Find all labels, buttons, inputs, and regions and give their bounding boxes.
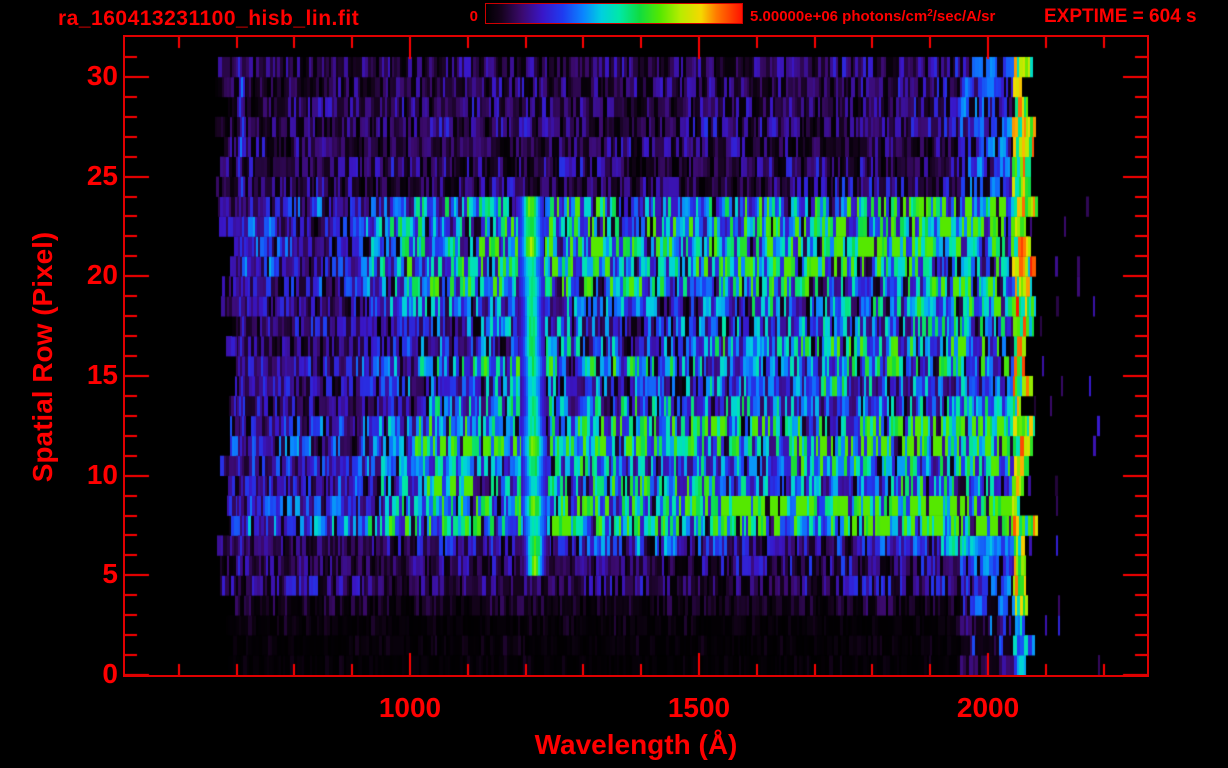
colorbar-max-label: 5.00000e+06 photons/cm2/sec/A/sr <box>750 8 995 25</box>
colorbar-units-suffix: /sec/A/sr <box>932 8 996 25</box>
y-tick-label: 5 <box>102 558 118 590</box>
colorbar-gradient <box>486 4 742 23</box>
colorbar-units-prefix: photons/cm <box>838 8 928 25</box>
heatmap-canvas <box>125 37 1147 675</box>
superscript-2: 2 <box>927 8 933 19</box>
y-tick-label: 0 <box>102 658 118 689</box>
x-axis-title: Wavelength (Å) <box>534 729 738 760</box>
y-tick-label: 30 <box>86 59 118 91</box>
y-tick-label: 15 <box>86 358 118 390</box>
exptime-label: EXPTIME = 604 s <box>1044 6 1197 27</box>
y-tick-label: 10 <box>86 458 118 490</box>
x-tick-label: 1000 <box>378 692 442 723</box>
y-tick-label: 20 <box>86 259 118 291</box>
plot-frame <box>123 35 1149 677</box>
x-tick-label: 2000 <box>956 692 1020 723</box>
colorbar-max-value: 5.00000e+06 <box>750 8 839 25</box>
plot-title: ra_160413231100_hisb_lin.fit <box>58 7 360 30</box>
x-tick-label: 1500 <box>667 692 731 723</box>
y-tick-label: 25 <box>86 159 118 191</box>
colorbar <box>485 3 743 24</box>
colorbar-min-label: 0 <box>469 8 478 25</box>
